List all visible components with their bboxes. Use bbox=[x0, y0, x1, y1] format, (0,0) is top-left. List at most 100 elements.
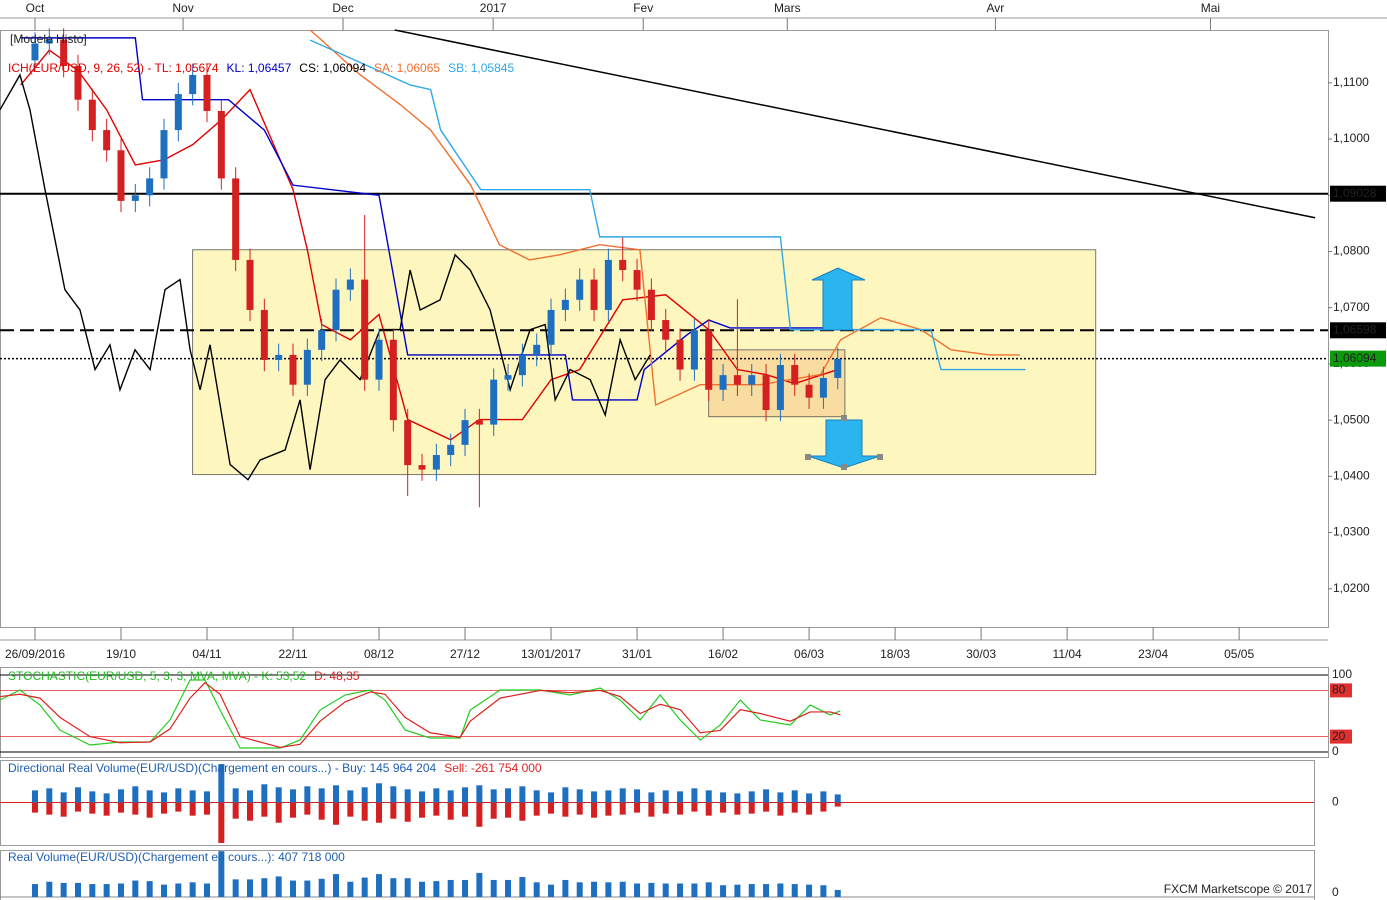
bar bbox=[634, 883, 641, 897]
bar bbox=[519, 877, 526, 897]
candle-body bbox=[518, 354, 526, 376]
bar bbox=[261, 802, 268, 817]
candle-body bbox=[203, 74, 211, 111]
bar bbox=[505, 802, 512, 818]
overlay-label: [Modele Histo] bbox=[10, 32, 87, 46]
bar bbox=[576, 882, 583, 897]
candle-body bbox=[74, 65, 82, 100]
y-tick-bg bbox=[1330, 683, 1352, 698]
candle-body bbox=[590, 279, 598, 310]
bar bbox=[662, 790, 669, 803]
bar bbox=[533, 882, 540, 897]
bar bbox=[361, 787, 368, 803]
bar bbox=[562, 787, 569, 803]
bar bbox=[820, 802, 827, 812]
candle-body bbox=[834, 358, 842, 378]
bar bbox=[548, 802, 555, 814]
bar bbox=[705, 802, 712, 816]
bar bbox=[404, 802, 411, 822]
bar bbox=[662, 883, 669, 897]
bar bbox=[806, 884, 813, 897]
top-tick-label: Fev bbox=[633, 1, 653, 15]
bar bbox=[447, 802, 454, 820]
candle-body bbox=[117, 150, 125, 201]
bar bbox=[404, 878, 411, 897]
bar bbox=[462, 879, 469, 897]
candle-body bbox=[619, 259, 627, 271]
level-label: 1,09028 bbox=[1333, 186, 1377, 200]
trend-line bbox=[394, 29, 1316, 219]
bar bbox=[103, 884, 110, 897]
legend-entry: CS: 1,06094 bbox=[299, 61, 366, 75]
bar bbox=[777, 802, 784, 816]
x-tick-label: 30/03 bbox=[966, 647, 996, 661]
x-tick-label: 26/09/2016 bbox=[5, 647, 65, 661]
bar bbox=[605, 802, 612, 816]
legend: Real Volume(EUR/USD)(Chargement en cours… bbox=[8, 850, 345, 864]
bar bbox=[203, 791, 210, 803]
bar bbox=[533, 802, 540, 816]
top-tick-label: Avr bbox=[987, 1, 1005, 15]
candle-body bbox=[719, 375, 727, 390]
candle-body bbox=[647, 289, 655, 321]
bar bbox=[548, 792, 555, 803]
legend: STOCHASTIC(EUR/USD, 5, 3, 3, MVA, MVA) -… bbox=[8, 669, 360, 683]
candle-body bbox=[561, 299, 569, 310]
bar bbox=[74, 882, 81, 897]
bar bbox=[31, 790, 38, 803]
top-tick-label: Mai bbox=[1201, 1, 1220, 15]
bar bbox=[146, 881, 153, 897]
bar bbox=[132, 802, 139, 815]
candle-body bbox=[389, 339, 397, 421]
bar bbox=[591, 791, 598, 803]
candle-body bbox=[576, 279, 584, 300]
bar bbox=[376, 874, 383, 897]
candle-body bbox=[418, 465, 426, 470]
candle-body bbox=[748, 375, 756, 385]
bar bbox=[433, 881, 440, 897]
bar bbox=[462, 802, 469, 817]
x-tick-label: 18/03 bbox=[880, 647, 910, 661]
y-tick-label: 1,0500 bbox=[1333, 412, 1370, 426]
zone bbox=[192, 249, 1097, 476]
bar bbox=[791, 790, 798, 803]
bar bbox=[146, 790, 153, 803]
candle-body bbox=[346, 279, 354, 290]
price-frame bbox=[0, 30, 1329, 628]
x-tick-label: 04/11 bbox=[192, 647, 221, 661]
indicator-line bbox=[0, 73, 651, 481]
bar bbox=[247, 879, 254, 897]
bar bbox=[333, 785, 340, 803]
top-tick-label: Nov bbox=[172, 1, 193, 15]
level-label-bg bbox=[1330, 350, 1386, 367]
bar bbox=[748, 791, 755, 803]
indicator-line bbox=[309, 29, 1020, 406]
bar bbox=[677, 791, 684, 803]
x-tick-label: 16/02 bbox=[708, 647, 738, 661]
bar bbox=[605, 790, 612, 803]
candle-body bbox=[604, 259, 612, 310]
bar bbox=[390, 878, 397, 897]
y-tick-label: 0 bbox=[1332, 795, 1339, 809]
bar bbox=[60, 802, 67, 817]
bar bbox=[720, 792, 727, 803]
x-tick-label: 31/01 bbox=[622, 647, 652, 661]
x-tick-label: 13/01/2017 bbox=[521, 647, 581, 661]
bar bbox=[203, 883, 210, 897]
bar bbox=[347, 881, 354, 897]
bar bbox=[60, 792, 67, 803]
legend-entry: KL: 1,06457 bbox=[227, 61, 292, 75]
bar bbox=[60, 882, 67, 897]
x-tick-label: 23/04 bbox=[1138, 647, 1168, 661]
bar bbox=[404, 789, 411, 803]
bar bbox=[232, 788, 239, 803]
bar bbox=[519, 786, 526, 803]
down-arrow bbox=[807, 419, 881, 469]
bar bbox=[361, 802, 368, 821]
handle bbox=[877, 454, 883, 460]
bar bbox=[304, 786, 311, 803]
bar bbox=[476, 785, 483, 803]
bar bbox=[31, 884, 38, 897]
bar bbox=[433, 788, 440, 803]
